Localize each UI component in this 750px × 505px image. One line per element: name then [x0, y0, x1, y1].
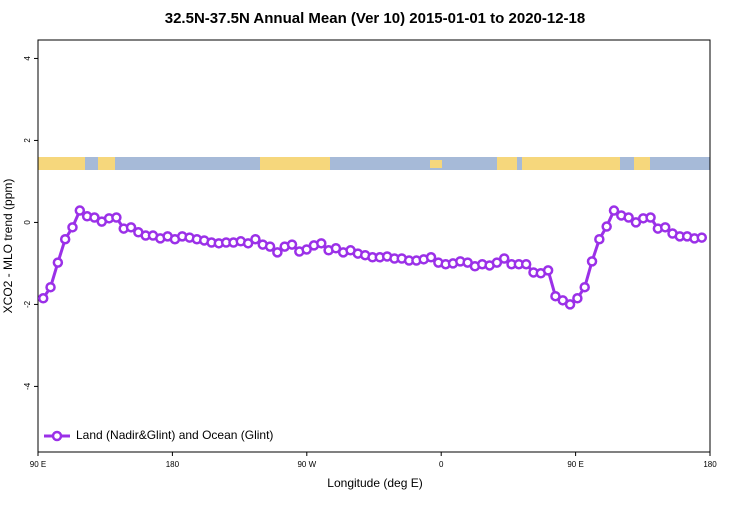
data-point — [623, 212, 634, 223]
legend-marker — [51, 430, 63, 442]
data-point — [242, 238, 254, 249]
data-point — [645, 212, 656, 223]
data-point — [572, 293, 583, 304]
data-point — [557, 295, 569, 306]
data-point — [74, 205, 86, 216]
data-point — [594, 233, 605, 245]
data-point — [630, 217, 642, 228]
y-tick-label: 0 — [23, 220, 32, 225]
data-point — [67, 222, 78, 233]
data-point — [564, 299, 576, 310]
data-point — [59, 233, 71, 245]
data-point — [264, 241, 276, 252]
data-point — [111, 212, 122, 223]
land — [38, 157, 85, 170]
data-point — [586, 256, 598, 267]
x-tick-label: 90 W — [297, 460, 316, 469]
data-point — [608, 205, 620, 216]
map-strip — [38, 157, 710, 170]
y-tick-label: 4 — [23, 56, 32, 61]
data-point — [52, 257, 64, 268]
data-point — [37, 293, 49, 304]
x-tick-label: 90 E — [567, 460, 583, 469]
data-point — [498, 253, 510, 264]
data-point — [579, 281, 590, 293]
x-tick-label: 0 — [439, 460, 444, 469]
data-point — [696, 232, 708, 243]
data-point — [125, 222, 137, 233]
y-tick-label: 2 — [23, 138, 32, 143]
data-point — [89, 212, 100, 223]
land — [497, 157, 517, 170]
x-axis-label: Longitude (deg E) — [327, 476, 422, 490]
data-point — [542, 265, 554, 276]
data-point — [45, 281, 56, 293]
plot-frame — [37, 39, 711, 453]
data-point — [659, 222, 671, 233]
data-point — [316, 238, 327, 249]
data-point — [520, 258, 532, 270]
land — [634, 157, 650, 170]
data-point — [286, 239, 298, 250]
y-axis-label: XCO2 - MLO trend (ppm) — [1, 179, 15, 314]
x-tick-label: 90 E — [30, 460, 46, 469]
data-point — [250, 233, 261, 245]
y-tick-label: -2 — [23, 300, 32, 308]
data-point — [550, 290, 561, 302]
data-point — [330, 243, 342, 254]
chart-title: 32.5N-37.5N Annual Mean (Ver 10) 2015-01… — [165, 10, 585, 27]
data-point — [491, 257, 503, 268]
land — [430, 160, 442, 168]
land — [98, 157, 115, 170]
data-point — [601, 221, 612, 232]
land — [260, 157, 330, 170]
data-point — [301, 244, 312, 255]
legend-label: Land (Nadir&Glint) and Ocean (Glint) — [76, 428, 273, 442]
x-tick-label: 180 — [703, 460, 717, 469]
y-tick-label: -4 — [23, 382, 32, 390]
data-point — [272, 247, 283, 258]
x-tick-label: 180 — [166, 460, 180, 469]
data-point — [425, 252, 437, 263]
land — [522, 157, 620, 170]
